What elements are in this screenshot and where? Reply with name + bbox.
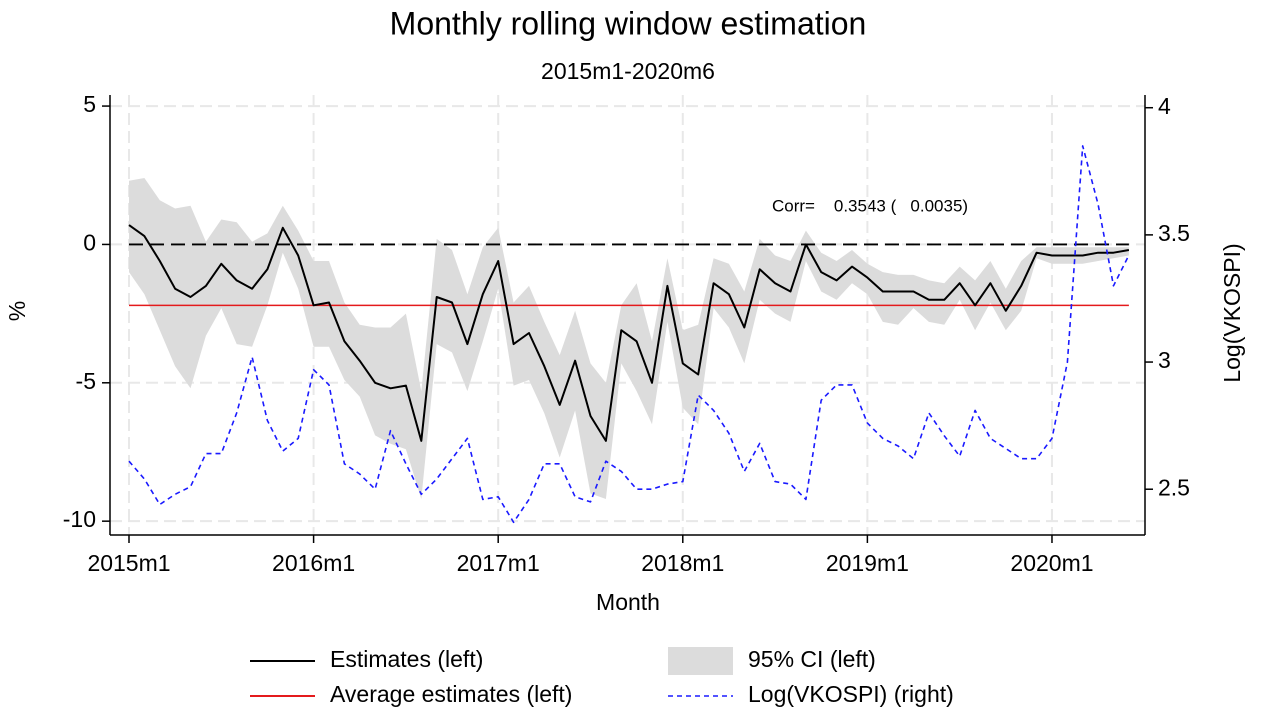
y-tick-label: 5 <box>83 91 96 117</box>
legend-label: Average estimates (left) <box>330 681 572 707</box>
legend: Estimates (left) 95% CI (left) Average est… <box>250 646 954 707</box>
y-tick-label: -5 <box>76 368 96 394</box>
legend-swatch <box>668 647 733 675</box>
x-axis-label: Month <box>596 589 660 615</box>
x-tick-label: 2016m1 <box>272 550 355 576</box>
legend-label: Log(VKOSPI) (right) <box>748 681 954 707</box>
series-line <box>128 224 1130 442</box>
y-tick-label: 0 <box>83 230 96 256</box>
x-tick-label: 2017m1 <box>457 550 540 576</box>
chart-subtitle: 2015m1-2020m6 <box>541 58 715 84</box>
axes: -10 -5 0 5 2.5 3 3.5 4 2015m1 2016m1 2017m1 2018m1 2… <box>63 91 1190 576</box>
x-tick-label: 2019m1 <box>826 550 909 576</box>
y-tick-label: -10 <box>63 506 96 532</box>
plot <box>128 145 1130 524</box>
y2-tick-label: 2.5 <box>1158 474 1190 500</box>
y2-tick-label: 4 <box>1158 93 1171 119</box>
ci-band <box>129 178 1129 499</box>
legend-label: Estimates (left) <box>330 646 483 672</box>
chart-title: Monthly rolling window estimation <box>390 5 867 41</box>
annotation: Corr= 0.3543 ( 0.0035) <box>772 196 968 215</box>
x-tick-label: 2020m1 <box>1010 550 1093 576</box>
y2-tick-label: 3 <box>1158 347 1171 373</box>
x-tick-label: 2015m1 <box>87 550 170 576</box>
x-tick-label: 2018m1 <box>641 550 724 576</box>
y2-tick-label: 3.5 <box>1158 220 1190 246</box>
legend-label: 95% CI (left) <box>748 646 876 672</box>
y2-axis-label: Log(VKOSPI) <box>1219 243 1245 382</box>
y-axis-label: % <box>4 301 30 321</box>
